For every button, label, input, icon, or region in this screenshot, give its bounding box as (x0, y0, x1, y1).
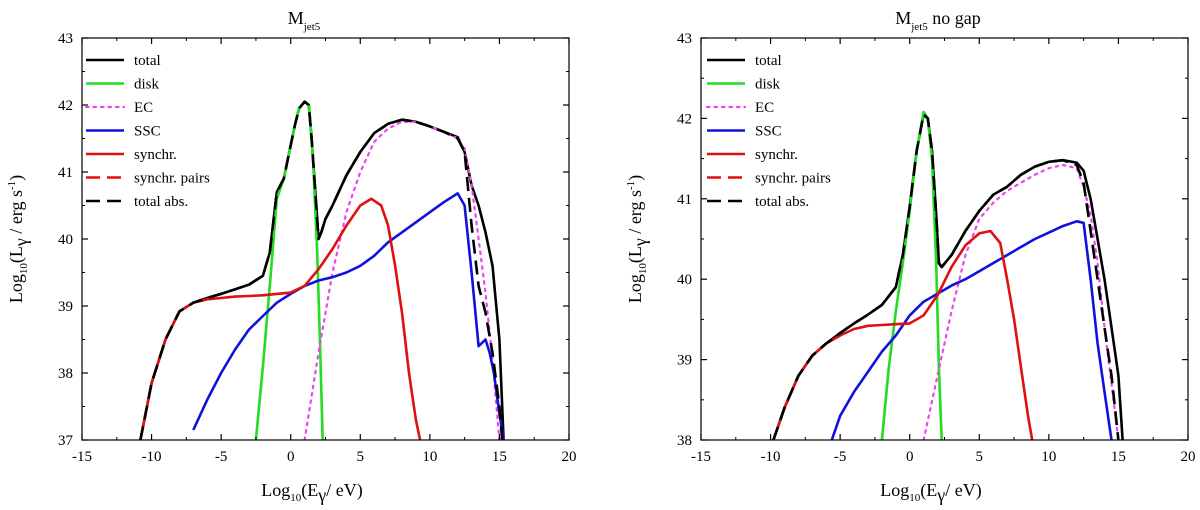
x-tick-label: 20 (562, 449, 577, 465)
legend-label: synchr. (755, 147, 798, 163)
legend-label: total (134, 53, 161, 69)
x-tick-label: 15 (492, 449, 507, 465)
series-line-total-abs (139, 100, 504, 440)
legend: total disk EC SSC synchr. synchr. pairs total … (84, 53, 210, 210)
x-axis-label: Log10(Eγ/ eV) (261, 480, 362, 505)
y-tick-label: 38 (677, 433, 692, 449)
legend-label: EC (134, 100, 153, 116)
y-tick-label: 37 (58, 433, 74, 449)
x-tick-label: 5 (357, 449, 365, 465)
x-tick-label: -15 (72, 449, 92, 465)
legend-label: synchr. (134, 147, 177, 163)
x-tick-label: -10 (142, 449, 162, 465)
y-tick-label: 38 (58, 366, 73, 382)
chart-panel-2: -15 -10 -5 0 5 10 15 20 38 39 40 41 42 43 Mjet5 no gap… (625, 8, 1196, 505)
y-axis-label: Log10(Lγ / erg s-1) (6, 175, 31, 303)
series-line-ec (922, 163, 1120, 440)
y-tick-label: 40 (58, 232, 73, 248)
legend-label: synchr. pairs (755, 171, 831, 187)
x-tick-label: 10 (1041, 449, 1056, 465)
y-tick-label: 43 (677, 31, 692, 47)
x-tick-label: 15 (1111, 449, 1126, 465)
x-tick-label: -15 (691, 449, 711, 465)
x-tick-label: -5 (215, 449, 228, 465)
legend-label: SSC (755, 124, 782, 140)
y-tick-label: 39 (677, 353, 692, 369)
y-tick-label: 42 (58, 98, 73, 114)
x-tick-label: 20 (1181, 449, 1196, 465)
legend-label: disk (134, 77, 160, 93)
series-line-disk (254, 100, 324, 440)
chart-title: Mjet5 no gap (895, 8, 981, 33)
y-axis-label: Log10(Lγ / erg s-1) (625, 175, 650, 303)
y-tick-label: 43 (58, 31, 73, 47)
series-line-ssc (830, 220, 1113, 440)
series-line-total-abs (772, 113, 1120, 440)
x-tick-label: -10 (761, 449, 781, 465)
legend-label: EC (755, 100, 774, 116)
x-tick-label: 10 (422, 449, 437, 465)
y-tick-label: 39 (58, 299, 73, 315)
x-axis-label: Log10(Eγ/ eV) (880, 480, 981, 505)
chart-title: Mjet5 (288, 8, 321, 33)
series-line-ssc (192, 192, 505, 440)
series-line-ec (303, 120, 501, 440)
legend-label: total abs. (134, 194, 188, 210)
y-tick-label: 40 (677, 272, 692, 288)
legend-label: total (755, 53, 782, 69)
legend-label: SSC (134, 124, 161, 140)
plot-frame (700, 37, 1189, 441)
legend-label: total abs. (755, 194, 809, 210)
x-tick-label: 0 (906, 449, 914, 465)
y-tick-label: 41 (677, 192, 692, 208)
x-tick-label: 0 (287, 449, 295, 465)
chart-panel-1: -15 -10 -5 0 5 10 15 20 37 38 39 40 41 42 43 Mjet5 Log10… (6, 8, 577, 505)
y-tick-label: 41 (58, 165, 73, 181)
y-tick-label: 42 (677, 111, 692, 127)
legend-label: synchr. pairs (134, 171, 210, 187)
x-tick-label: -5 (834, 449, 847, 465)
legend: total disk EC SSC synchr. synchr. pairs total … (705, 53, 831, 210)
series-line-total (772, 113, 1124, 440)
x-tick-label: 5 (976, 449, 984, 465)
legend-label: disk (755, 77, 781, 93)
series-line-synchr (139, 197, 422, 440)
